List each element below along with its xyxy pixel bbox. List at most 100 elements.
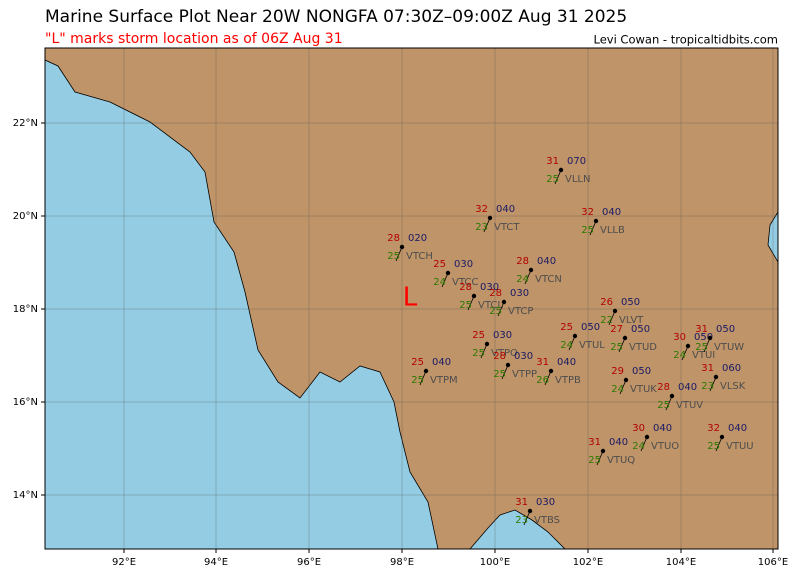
gulf (469, 509, 566, 549)
wind-barb (618, 337, 626, 353)
pressure: 040 (496, 204, 515, 215)
station-dot (669, 393, 675, 399)
dewpoint: 22 (600, 315, 613, 326)
dewpoint: 25 (489, 306, 502, 317)
pressure: 060 (722, 363, 741, 374)
wind-barb (480, 343, 488, 359)
station-dot (471, 293, 477, 299)
pressure: 040 (609, 437, 628, 448)
station-dot (487, 215, 493, 221)
station-id: VTPB (555, 375, 581, 386)
wind-barb (596, 450, 604, 466)
station-id: VTUV (676, 400, 703, 411)
wind-barb (715, 436, 723, 452)
temperature: 29 (611, 366, 624, 377)
station-id: VTCP (508, 306, 533, 317)
lon-label: 94°E (204, 557, 228, 568)
wind-barb (619, 379, 627, 395)
title: Marine Surface Plot Near 20W NONGFA 07:3… (45, 7, 627, 27)
station-dot (622, 335, 628, 341)
station-id: VLVT (619, 315, 644, 326)
wind-barb (681, 345, 689, 361)
dewpoint: 24 (611, 384, 624, 395)
lon-label: 92°E (112, 557, 136, 568)
station-dot (501, 299, 507, 305)
station-dot (685, 343, 691, 349)
pressure: 030 (480, 282, 499, 293)
temperature: 25 (560, 322, 573, 333)
wind-barb (709, 376, 717, 392)
station-id: VTCN (535, 274, 562, 285)
wind-barb (640, 436, 648, 452)
lon-label: 96°E (297, 557, 321, 568)
credit: Levi Cowan - tropicaltidbits.com (594, 33, 779, 47)
lon-label: 104°E (666, 557, 696, 568)
pressure: 040 (728, 423, 747, 434)
dewpoint: 25 (707, 441, 720, 452)
station-id: VTUO (651, 441, 679, 452)
station-id: VTUL (579, 340, 605, 351)
pressure: 050 (694, 332, 713, 343)
dewpoint: 23 (475, 222, 488, 233)
subtitle: "L" marks storm location as of 06Z Aug 3… (45, 31, 343, 47)
wind-barb (665, 395, 673, 411)
station-dot (612, 308, 618, 314)
station-dot (713, 374, 719, 380)
dewpoint: 26 (536, 375, 549, 386)
map-frame (44, 47, 779, 550)
lon-label: 102°E (573, 557, 603, 568)
pressure: 030 (493, 330, 512, 341)
station-id: VLSK (720, 381, 746, 392)
temperature: 28 (516, 256, 529, 267)
temperature: 31 (588, 437, 601, 448)
temperature: 31 (695, 324, 708, 335)
temperature: 28 (489, 288, 502, 299)
wind-barb (568, 335, 576, 351)
station-id: VTUK (630, 384, 657, 395)
lat-label: 18°N (13, 304, 38, 315)
dewpoint: 25 (695, 342, 708, 353)
dewpoint: 23 (515, 515, 528, 526)
station-dot (600, 448, 606, 454)
sea (45, 59, 439, 549)
pressure: 020 (408, 233, 427, 244)
lon-label: 100°E (480, 557, 510, 568)
station-id: VTPP (512, 369, 537, 380)
temperature: 28 (657, 382, 670, 393)
pressure: 030 (510, 288, 529, 299)
dewpoint: 25 (610, 342, 623, 353)
station-dot (445, 270, 451, 276)
pressure: 040 (602, 207, 621, 218)
pressure: 050 (631, 324, 650, 335)
wind-barb (608, 310, 616, 326)
station-dot (593, 218, 599, 224)
station-id: VTUW (714, 342, 744, 353)
temperature: 28 (493, 351, 506, 362)
lon-label: 98°E (390, 557, 414, 568)
wind-barb (554, 169, 562, 185)
station-dot (423, 368, 429, 374)
lat-label: 20°N (13, 211, 38, 222)
dewpoint: 24 (560, 340, 573, 351)
pressure: 050 (621, 297, 640, 308)
station-dot (527, 508, 533, 514)
station-dot (558, 167, 564, 173)
station-dot (528, 267, 534, 273)
pressure: 030 (454, 259, 473, 270)
station-id: VTUD (629, 342, 657, 353)
temperature: 25 (433, 259, 446, 270)
axis-labels: 92°E 94°E 96°E 98°E 100°E 102°E 104°E 106°E 14°N… (13, 118, 788, 568)
dewpoint: 25 (459, 300, 472, 311)
pressure: 040 (678, 382, 697, 393)
station-id: VTUU (726, 441, 754, 452)
wind-barb (497, 301, 505, 317)
station-id: VTBS (534, 515, 560, 526)
station-id: VTCC (452, 277, 478, 288)
dewpoint: 24 (516, 274, 529, 285)
lat-label: 14°N (13, 490, 38, 501)
temperature: 28 (459, 282, 472, 293)
station-id: VTPO (491, 348, 518, 359)
pressure: 030 (536, 497, 555, 508)
dewpoint: 25 (588, 455, 601, 466)
